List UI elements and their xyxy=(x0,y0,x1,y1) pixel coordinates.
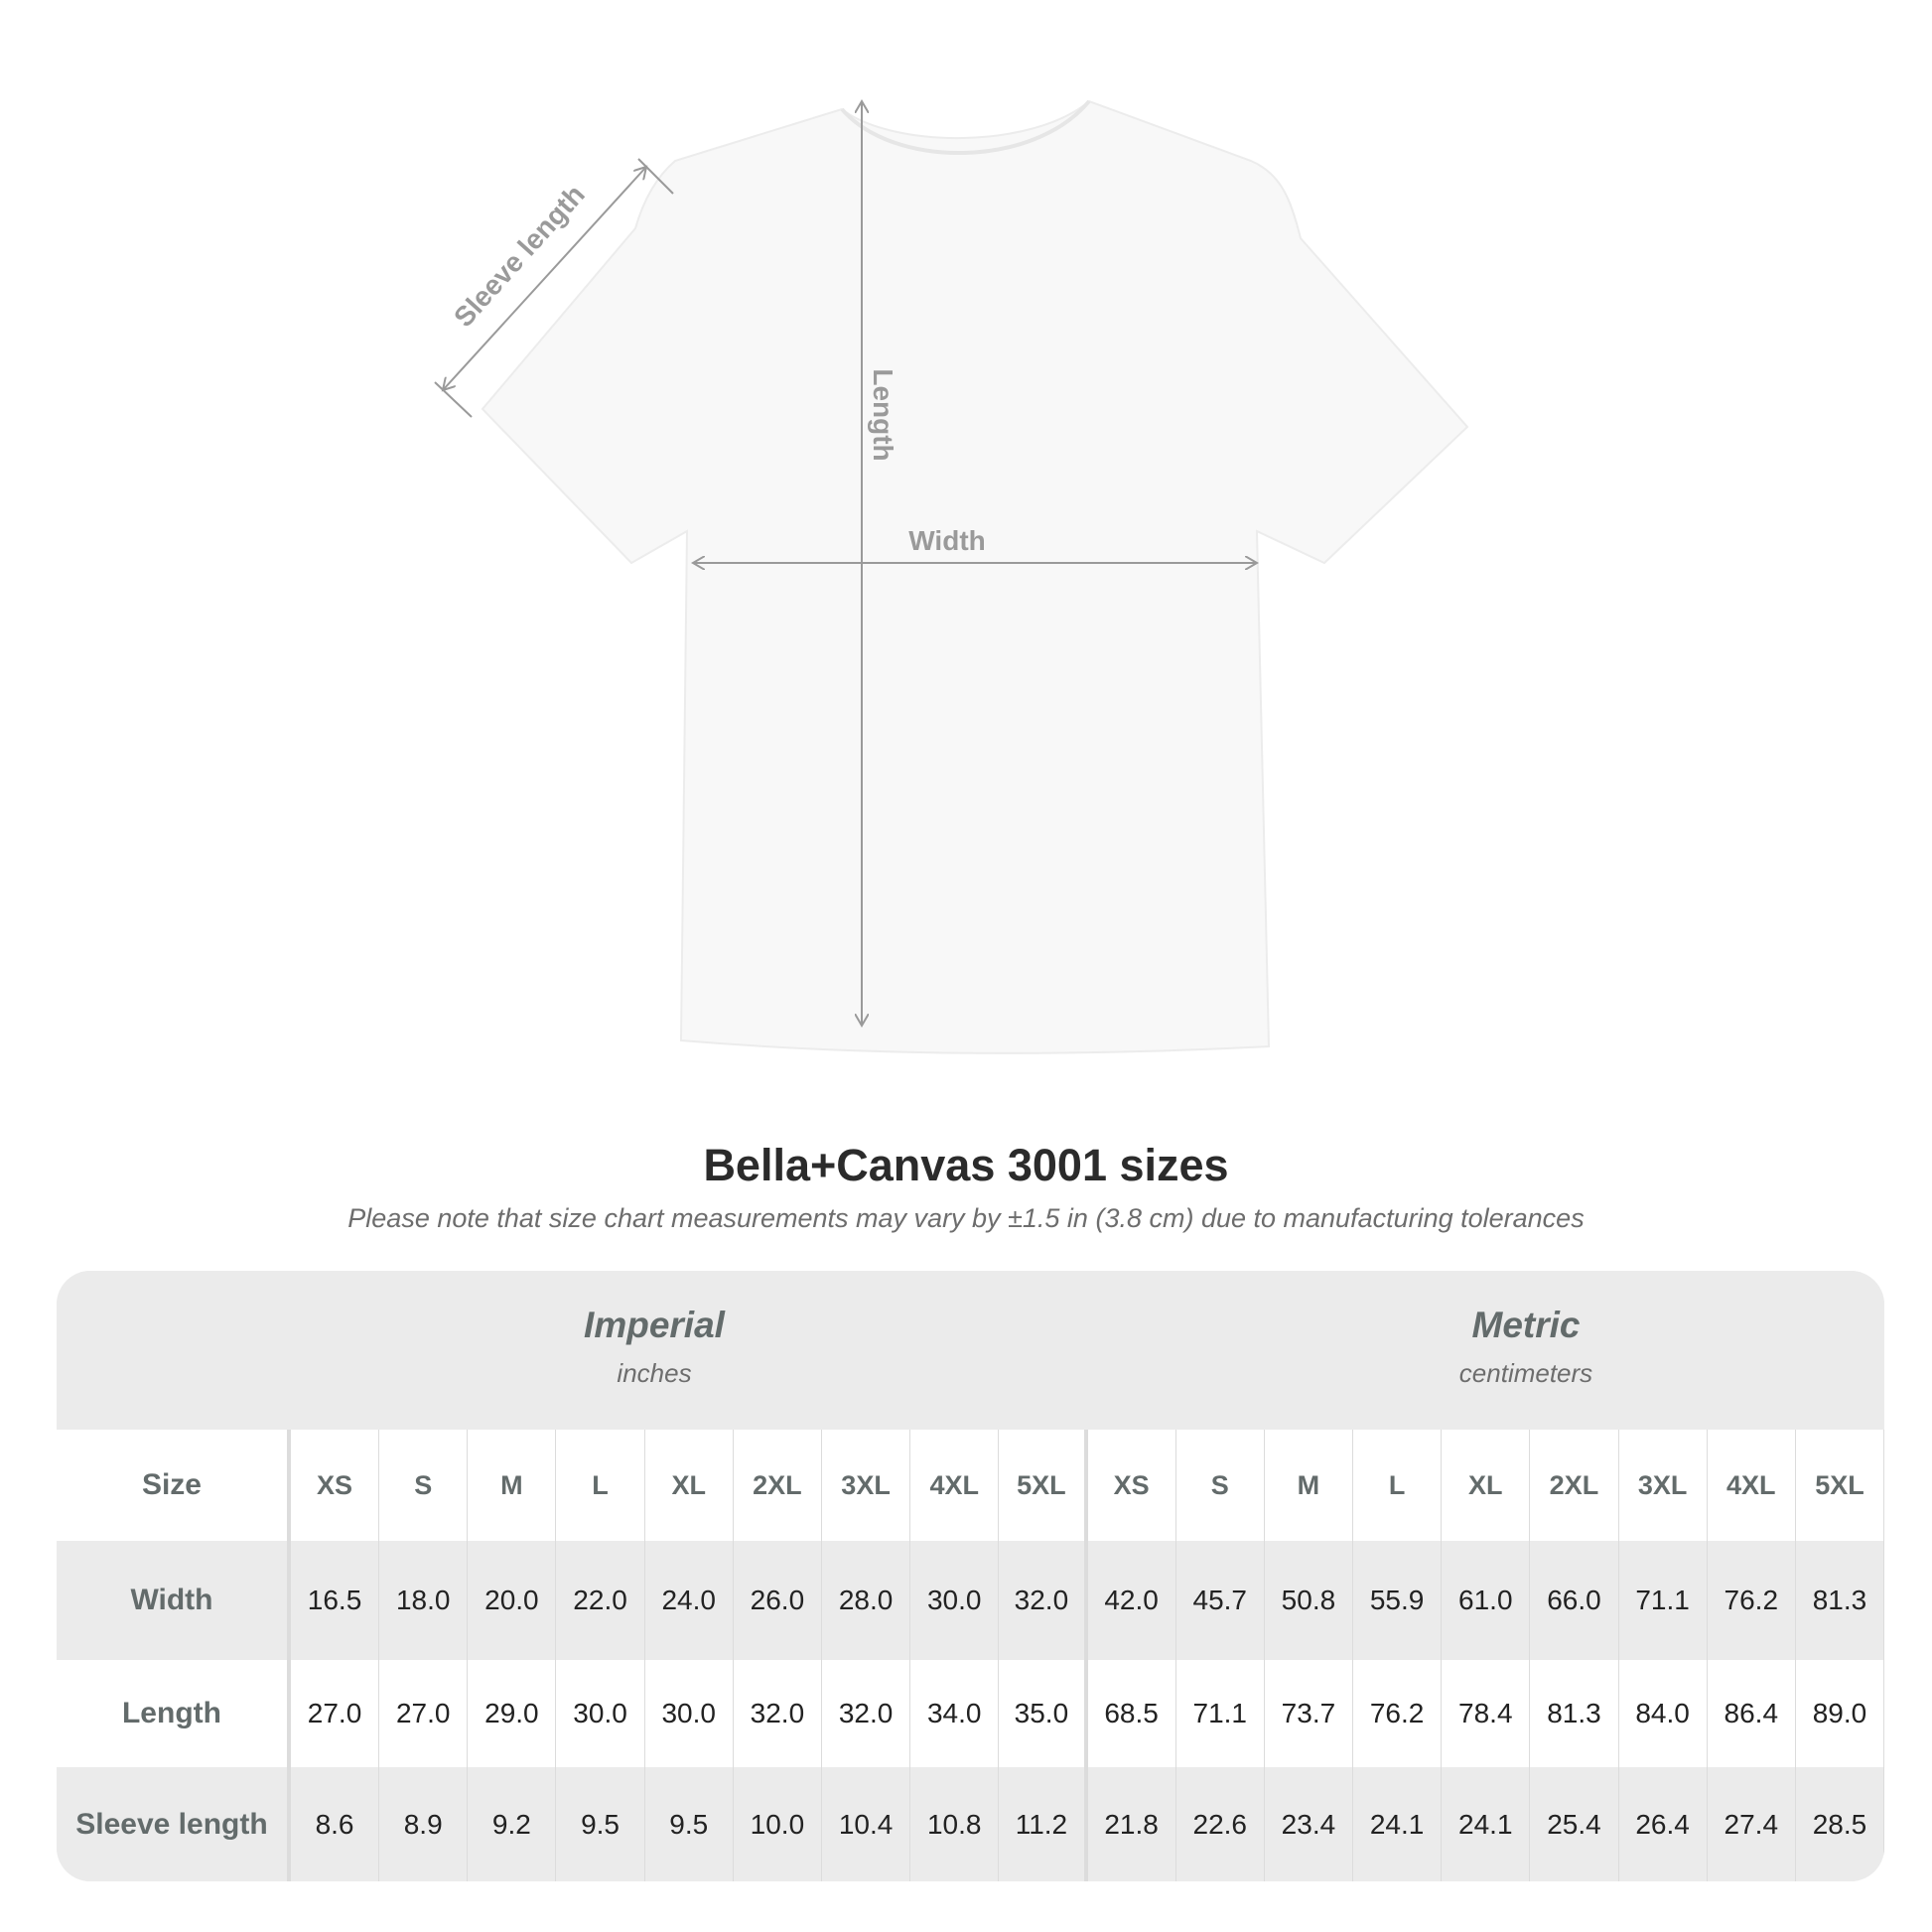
table-cell: 71.1 xyxy=(1619,1541,1708,1660)
sleeve-measure-line xyxy=(443,167,646,390)
size-header-cell: XL xyxy=(645,1430,734,1541)
table-cell: 50.8 xyxy=(1265,1541,1354,1660)
table-cell: 21.8 xyxy=(1088,1767,1176,1881)
table-cell: 24.0 xyxy=(645,1541,734,1660)
size-table: Imperial inches Metric centimeters Size … xyxy=(57,1271,1884,1881)
size-header-cell: XS xyxy=(1088,1430,1176,1541)
size-header-cell: 3XL xyxy=(822,1430,911,1541)
table-cell: 10.8 xyxy=(910,1767,1000,1881)
table-cell: 86.4 xyxy=(1708,1660,1796,1767)
table-cell: 29.0 xyxy=(468,1660,557,1767)
table-cell: 89.0 xyxy=(1796,1660,1884,1767)
group-unit: centimeters xyxy=(1458,1358,1593,1388)
size-header-cell: XS xyxy=(291,1430,380,1541)
table-cell: 23.4 xyxy=(1265,1767,1354,1881)
table-cell: 84.0 xyxy=(1619,1660,1708,1767)
table-cell: 8.9 xyxy=(379,1767,469,1881)
group-unit: inches xyxy=(617,1358,692,1388)
group-name: Metric xyxy=(1471,1305,1581,1345)
table-cell: 8.6 xyxy=(291,1767,380,1881)
table-cell: 68.5 xyxy=(1088,1660,1176,1767)
table-cell: 26.0 xyxy=(734,1541,822,1660)
table-cell: 24.1 xyxy=(1442,1767,1531,1881)
tshirt-shape xyxy=(481,99,1469,1054)
table-cell: 24.1 xyxy=(1353,1767,1443,1881)
table-cell: 28.5 xyxy=(1796,1767,1884,1881)
table-cell: 78.4 xyxy=(1442,1660,1531,1767)
table-cell: 61.0 xyxy=(1442,1541,1531,1660)
table-cell: 76.2 xyxy=(1708,1541,1796,1660)
row-label: Sleeve length xyxy=(57,1767,291,1881)
table-cell: 30.0 xyxy=(645,1660,734,1767)
table-cell: 81.3 xyxy=(1530,1660,1619,1767)
table-cell: 25.4 xyxy=(1530,1767,1619,1881)
table-cell: 32.0 xyxy=(822,1660,911,1767)
table-cell: 27.0 xyxy=(379,1660,469,1767)
imperial-group: Imperial inches xyxy=(307,1305,1002,1389)
table-cell: 28.0 xyxy=(822,1541,911,1660)
table-cell: 9.2 xyxy=(468,1767,557,1881)
table-cell: 27.0 xyxy=(291,1660,380,1767)
size-header-cell: S xyxy=(379,1430,469,1541)
size-header-cell: M xyxy=(468,1430,557,1541)
table-cell: 81.3 xyxy=(1796,1541,1884,1660)
size-header-cell: 4XL xyxy=(910,1430,1000,1541)
table-row: Width 16.5 18.0 20.0 22.0 24.0 26.0 28.0 30.0 32… xyxy=(57,1541,1884,1660)
table-cell: 10.4 xyxy=(822,1767,911,1881)
size-header-cell: M xyxy=(1265,1430,1354,1541)
table-cell: 45.7 xyxy=(1176,1541,1265,1660)
width-label: Width xyxy=(908,525,986,556)
size-header-cell: 5XL xyxy=(999,1430,1088,1541)
table-cell: 10.0 xyxy=(734,1767,822,1881)
table-cell: 76.2 xyxy=(1353,1660,1443,1767)
table-cell: 18.0 xyxy=(379,1541,469,1660)
table-cell: 34.0 xyxy=(910,1660,1000,1767)
metric-group: Metric centimeters xyxy=(1178,1305,1873,1389)
table-cell: 73.7 xyxy=(1265,1660,1354,1767)
row-label: Size xyxy=(57,1430,291,1541)
table-cell: 30.0 xyxy=(910,1541,1000,1660)
table-row: Length 27.0 27.0 29.0 30.0 30.0 32.0 32.0 34.0 3… xyxy=(57,1660,1884,1767)
group-name: Imperial xyxy=(584,1305,725,1345)
table-cell: 71.1 xyxy=(1176,1660,1265,1767)
table-row: Sleeve length 8.6 8.9 9.2 9.5 9.5 10.0 10.4 10.… xyxy=(57,1767,1884,1881)
size-header-cell: 2XL xyxy=(1530,1430,1619,1541)
table-cell: 66.0 xyxy=(1530,1541,1619,1660)
table-cell: 35.0 xyxy=(999,1660,1088,1767)
table-cell: 9.5 xyxy=(556,1767,645,1881)
tolerance-note: Please note that size chart measurements… xyxy=(347,1203,1585,1233)
size-header-row: Size XS S M L XL 2XL 3XL 4XL 5XL XS S M L XL 2XL 3XL 4XL… xyxy=(57,1430,1884,1541)
table-cell: 42.0 xyxy=(1088,1541,1176,1660)
size-header-cell: L xyxy=(1353,1430,1443,1541)
table-header-band: Imperial inches Metric centimeters xyxy=(57,1271,1884,1430)
table-cell: 16.5 xyxy=(291,1541,380,1660)
table-cell: 27.4 xyxy=(1708,1767,1796,1881)
size-header-cell: XL xyxy=(1442,1430,1531,1541)
table-cell: 55.9 xyxy=(1353,1541,1443,1660)
table-cell: 9.5 xyxy=(645,1767,734,1881)
tshirt-diagram: Sleeve length Length Width xyxy=(434,0,1469,1054)
row-label: Width xyxy=(57,1541,291,1660)
size-header-cell: 2XL xyxy=(734,1430,822,1541)
table-cell: 22.0 xyxy=(556,1541,645,1660)
page-title: Bella+Canvas 3001 sizes xyxy=(703,1140,1229,1190)
size-header-cell: 3XL xyxy=(1619,1430,1708,1541)
size-header-cell: S xyxy=(1176,1430,1265,1541)
row-label: Length xyxy=(57,1660,291,1767)
table-cell: 22.6 xyxy=(1176,1767,1265,1881)
table-cell: 26.4 xyxy=(1619,1767,1708,1881)
table-cell: 30.0 xyxy=(556,1660,645,1767)
size-header-cell: 4XL xyxy=(1708,1430,1796,1541)
table-cell: 32.0 xyxy=(734,1660,822,1767)
size-header-cell: L xyxy=(556,1430,645,1541)
table-cell: 32.0 xyxy=(999,1541,1088,1660)
size-header-cell: 5XL xyxy=(1796,1430,1884,1541)
table-cell: 11.2 xyxy=(999,1767,1088,1881)
table-cell: 20.0 xyxy=(468,1541,557,1660)
length-label: Length xyxy=(868,368,898,461)
